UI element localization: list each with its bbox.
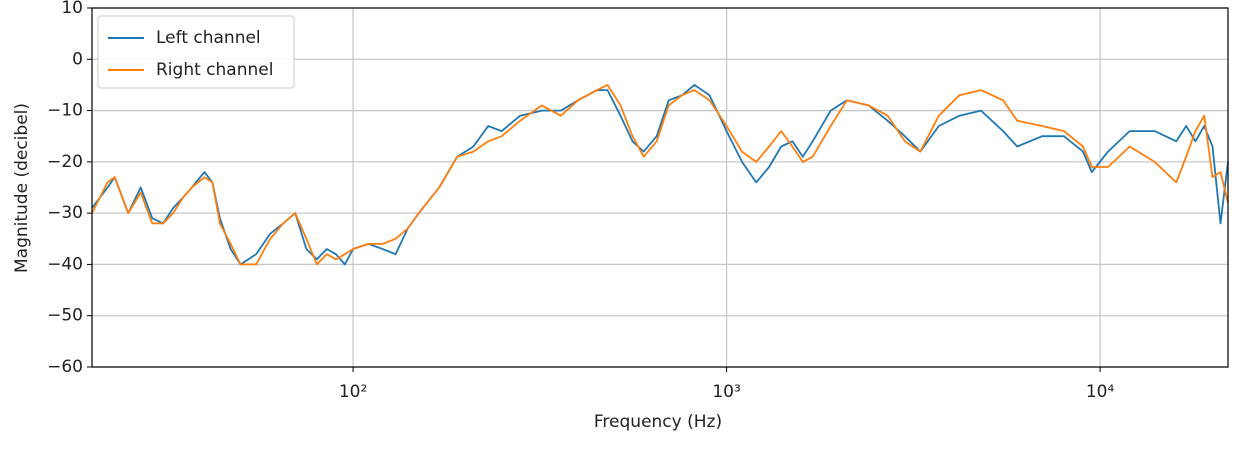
plot-frame (91, 7, 1229, 368)
x-axis-label: Frequency (Hz) (594, 412, 722, 432)
y-tick-label: 0 (72, 49, 83, 69)
y-tick-label: 10 (61, 0, 83, 18)
y-axis-label: Magnitude (decibel) (12, 103, 32, 273)
x-tick-label: 10⁴ (1086, 382, 1115, 402)
legend-label: Right channel (156, 60, 273, 80)
y-tick-label: −20 (47, 152, 83, 172)
x-tick-label: 10² (339, 382, 367, 402)
legend-label: Left channel (156, 28, 261, 48)
x-tick-label: 10³ (712, 382, 740, 402)
y-tick-label: −10 (47, 101, 83, 121)
y-tick-label: −60 (47, 357, 83, 377)
y-tick-label: −50 (47, 306, 83, 326)
legend-box (97, 15, 295, 89)
line-series (91, 84, 1229, 266)
y-tick-label: −40 (47, 254, 83, 274)
y-tick-label: −30 (47, 203, 83, 223)
line-series (91, 84, 1229, 266)
